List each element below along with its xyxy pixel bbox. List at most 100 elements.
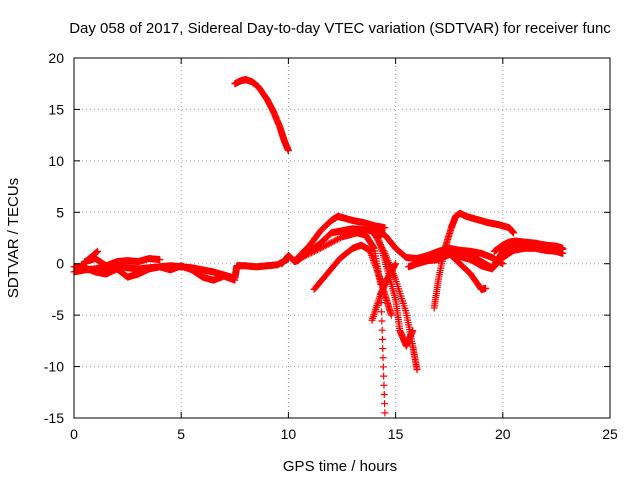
data-point <box>329 238 337 246</box>
data-point <box>373 265 381 273</box>
data-point <box>368 253 376 261</box>
data-point <box>295 255 303 263</box>
data-point <box>379 345 387 353</box>
data-point <box>315 245 323 253</box>
data-point <box>321 242 329 250</box>
data-point <box>375 238 383 246</box>
data-point <box>372 303 380 311</box>
data-point <box>374 298 382 306</box>
x-axis-label: GPS time / hours <box>283 458 397 475</box>
data-point <box>307 249 315 257</box>
data-point <box>367 250 375 258</box>
data-point <box>413 366 421 374</box>
data-point <box>371 260 379 268</box>
x-tick-label: 25 <box>602 426 618 442</box>
data-point <box>392 260 400 268</box>
data-point <box>369 313 377 321</box>
data-point <box>380 248 388 256</box>
y-tick-label: 5 <box>56 204 64 220</box>
y-tick-label: -10 <box>44 359 64 375</box>
data-point <box>379 246 387 254</box>
data-point <box>366 246 374 254</box>
data-points <box>70 76 567 417</box>
data-point <box>369 314 377 322</box>
data-point <box>381 409 389 417</box>
data-point <box>374 236 382 244</box>
data-point <box>93 248 101 256</box>
data-point <box>312 246 320 254</box>
data-point <box>391 261 399 269</box>
data-point <box>370 243 378 251</box>
data-point <box>335 235 343 243</box>
data-point <box>298 253 306 261</box>
data-point <box>297 254 305 262</box>
series-band-lower-early <box>70 262 239 284</box>
series-high-arc <box>231 76 292 155</box>
data-point <box>370 309 378 317</box>
data-point <box>370 311 378 319</box>
data-point <box>379 363 387 371</box>
series-late-band-b <box>404 244 567 273</box>
data-point <box>376 241 384 249</box>
data-point <box>231 276 239 284</box>
data-point <box>330 237 338 245</box>
data-point <box>372 263 380 271</box>
series-dip-e <box>368 260 400 324</box>
data-point <box>380 390 388 398</box>
data-point <box>326 239 334 247</box>
x-tick-label: 15 <box>388 426 404 442</box>
data-point <box>378 317 386 325</box>
data-point <box>370 256 378 264</box>
data-point <box>374 268 382 276</box>
data-point <box>370 258 378 266</box>
data-point <box>366 248 374 256</box>
data-point <box>372 233 380 241</box>
data-point <box>309 248 317 256</box>
data-point <box>327 239 335 247</box>
series-dip-d <box>370 229 421 374</box>
data-point <box>333 235 341 243</box>
grid <box>74 58 610 418</box>
data-point <box>284 147 292 155</box>
data-point <box>371 262 379 270</box>
data-point <box>368 316 376 324</box>
data-point <box>378 244 386 252</box>
y-tick-label: 10 <box>48 153 64 169</box>
y-tick-label: -15 <box>44 410 64 426</box>
data-point <box>306 249 314 257</box>
data-point <box>380 372 388 380</box>
y-tick-label: 0 <box>56 256 64 272</box>
series-rise-hour-1 <box>76 247 102 271</box>
data-point <box>374 300 382 308</box>
data-point <box>318 243 326 251</box>
y-tick-label: 20 <box>48 50 64 66</box>
data-point <box>300 252 308 260</box>
data-point <box>323 241 331 249</box>
data-point <box>379 354 387 362</box>
data-point <box>303 251 311 259</box>
x-tick-label: 5 <box>177 426 185 442</box>
data-point <box>320 243 328 251</box>
data-point <box>313 246 321 254</box>
series-late-band-c <box>490 237 567 255</box>
data-point <box>381 400 389 408</box>
y-axis-label: SDTVAR / TECUs <box>5 178 22 298</box>
data-point <box>92 249 100 257</box>
data-point <box>378 308 386 316</box>
data-point <box>377 242 385 250</box>
data-point <box>378 326 386 334</box>
data-point <box>324 240 332 248</box>
series-band-upper-early <box>81 255 164 270</box>
data-point <box>380 381 388 389</box>
data-point <box>371 230 379 238</box>
data-point <box>332 236 340 244</box>
data-point <box>301 252 309 260</box>
data-point <box>376 239 384 247</box>
plot-frame <box>73 57 611 419</box>
data-point <box>510 229 518 237</box>
data-point <box>381 224 389 232</box>
axis-ticks: 0 5 10 15 20 25 -15 -10 -5 0 5 10 15 20 <box>44 50 618 442</box>
data-point <box>368 251 376 259</box>
data-point <box>379 245 387 253</box>
